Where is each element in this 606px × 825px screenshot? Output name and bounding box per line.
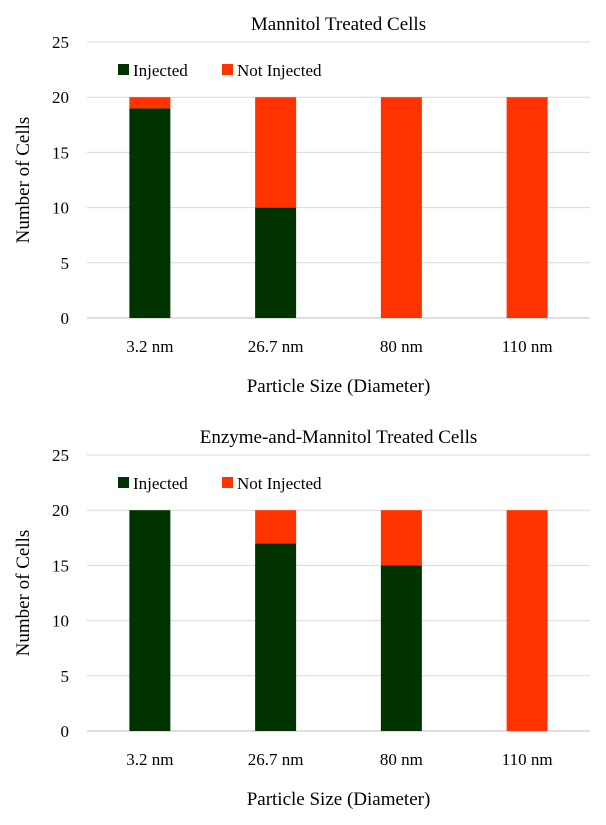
x-tick-label: 3.2 nm xyxy=(126,337,173,356)
x-tick-label: 80 nm xyxy=(380,750,423,769)
legend-label-not-injected: Not Injected xyxy=(237,474,322,493)
chart-mannitol-svg: 0 5 10 15 20 25 3.2 nm 26.7 nm 80 nm 110 nm Mannit… xyxy=(13,14,590,397)
chart-title: Enzyme-and-Mannitol Treated Cells xyxy=(200,427,478,448)
x-tick-label: 26.7 nm xyxy=(248,750,304,769)
legend-swatch-not-injected xyxy=(222,64,233,75)
chart-enzyme-mannitol-svg: 0 5 10 15 20 25 3.2 nm 26.7 nm 80 nm 110 nm Enzyme… xyxy=(13,427,590,810)
bar-not-injected xyxy=(255,510,297,544)
x-tick-label: 80 nm xyxy=(380,337,423,356)
y-tick-label: 25 xyxy=(52,33,69,52)
bar-not-injected xyxy=(506,510,548,731)
y-tick-label: 25 xyxy=(52,446,69,465)
bar-injected xyxy=(255,543,297,731)
legend-label-injected: Injected xyxy=(133,61,188,80)
bar-injected xyxy=(255,207,297,318)
legend-swatch-injected xyxy=(118,64,129,75)
bar-not-injected xyxy=(129,97,171,109)
bar-not-injected xyxy=(380,510,422,566)
x-axis-label: Particle Size (Diameter) xyxy=(247,376,431,397)
x-tick-label: 3.2 nm xyxy=(126,750,173,769)
chart-title: Mannitol Treated Cells xyxy=(251,14,426,35)
y-tick-label: 0 xyxy=(61,309,70,328)
chart-enzyme-mannitol: 0 5 10 15 20 25 3.2 nm 26.7 nm 80 nm 110 nm Enzyme… xyxy=(0,413,606,825)
bar-injected xyxy=(129,108,171,319)
bar-not-injected xyxy=(255,97,297,208)
x-tick-label: 26.7 nm xyxy=(248,337,304,356)
bar-injected xyxy=(129,510,171,731)
chart-mannitol: 0 5 10 15 20 25 3.2 nm 26.7 nm 80 nm 110 nm Mannit… xyxy=(0,0,606,412)
y-axis-label: Number of Cells xyxy=(13,117,34,244)
y-tick-label: 15 xyxy=(52,143,69,162)
y-axis-label: Number of Cells xyxy=(13,530,34,657)
y-tick-label: 0 xyxy=(61,722,70,741)
legend-swatch-not-injected xyxy=(222,477,233,488)
x-tick-label: 110 nm xyxy=(502,750,553,769)
bar-not-injected xyxy=(506,97,548,318)
x-tick-label: 110 nm xyxy=(502,337,553,356)
legend-label-not-injected: Not Injected xyxy=(237,61,322,80)
bar-not-injected xyxy=(380,97,422,318)
y-tick-label: 5 xyxy=(61,667,70,686)
y-tick-label: 15 xyxy=(52,556,69,575)
bar-injected xyxy=(380,565,422,731)
legend-label-injected: Injected xyxy=(133,474,188,493)
y-tick-label: 10 xyxy=(52,199,69,218)
y-tick-label: 5 xyxy=(61,254,70,273)
y-tick-label: 10 xyxy=(52,612,69,631)
y-tick-label: 20 xyxy=(52,88,69,107)
y-tick-label: 20 xyxy=(52,501,69,520)
legend-swatch-injected xyxy=(118,477,129,488)
x-axis-label: Particle Size (Diameter) xyxy=(247,789,431,810)
